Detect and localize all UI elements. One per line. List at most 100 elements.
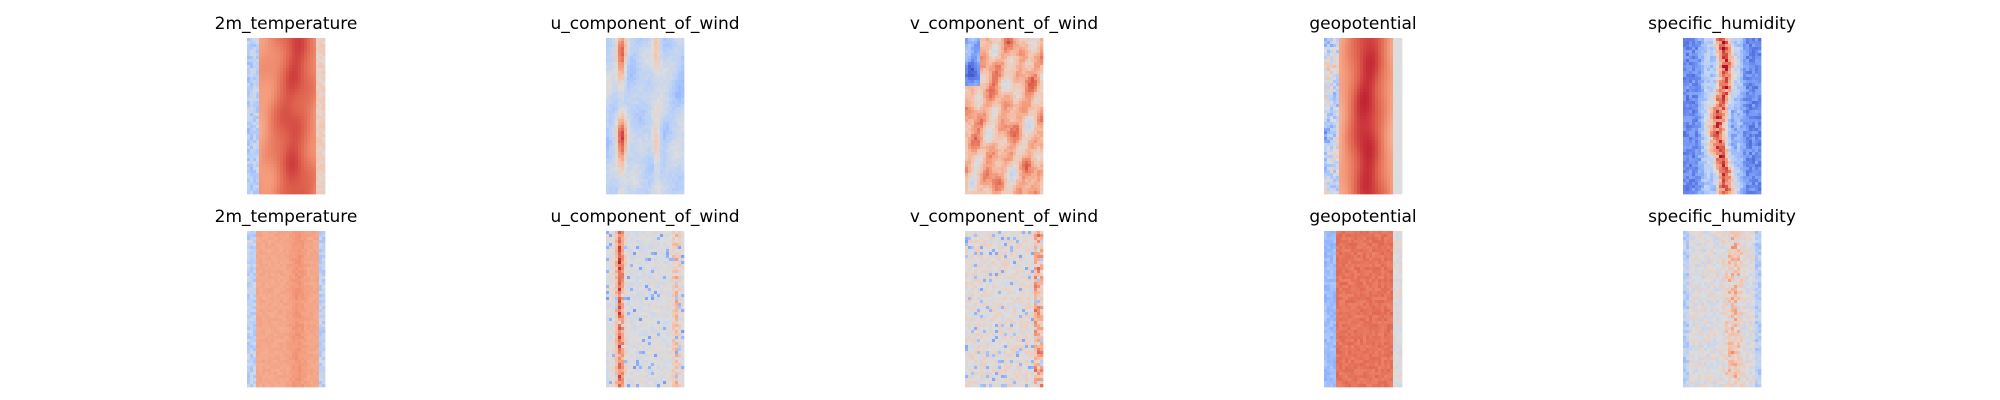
heatmap-cell xyxy=(660,119,664,123)
heatmap-cell xyxy=(280,137,284,141)
heatmap-cell xyxy=(977,50,981,54)
heatmap-cell xyxy=(995,122,999,126)
heatmap-cell xyxy=(974,131,978,135)
heatmap-cell xyxy=(271,86,275,90)
heatmap-cell xyxy=(606,125,610,129)
heatmap-cell xyxy=(247,110,251,114)
heatmap-cell xyxy=(681,89,685,93)
heatmap-cell xyxy=(678,137,682,141)
heatmap-cell xyxy=(1013,161,1017,165)
heatmap-cell xyxy=(271,116,275,120)
heatmap-cell xyxy=(1022,122,1026,126)
heatmap-cell xyxy=(1363,140,1367,144)
heatmap-cell xyxy=(1372,104,1376,108)
heatmap-cell xyxy=(265,125,269,129)
heatmap-cell xyxy=(666,185,670,189)
heatmap-cell xyxy=(247,140,251,144)
heatmap-cell xyxy=(618,122,622,126)
heatmap-cell xyxy=(654,191,658,195)
heatmap-cell xyxy=(262,185,266,189)
heatmap-cell xyxy=(1013,179,1017,183)
heatmap-cell xyxy=(1333,74,1337,78)
heatmap-cell xyxy=(1357,146,1361,150)
heatmap-cell xyxy=(986,140,990,144)
heatmap-cell xyxy=(286,98,290,102)
heatmap-cell xyxy=(1372,98,1376,102)
heatmap-cell xyxy=(992,95,996,99)
heatmap-cell xyxy=(298,116,302,120)
heatmap-cell xyxy=(268,164,272,168)
heatmap-cell xyxy=(998,185,1002,189)
heatmap-cell xyxy=(983,152,987,156)
heatmap-cell xyxy=(639,146,643,150)
heatmap-cell xyxy=(654,95,658,99)
heatmap-cell xyxy=(980,182,984,186)
heatmap-cell xyxy=(295,158,299,162)
heatmap-cell xyxy=(636,179,640,183)
heatmap-cell xyxy=(660,140,664,144)
heatmap-cell xyxy=(1013,167,1017,171)
heatmap-cell xyxy=(274,56,278,60)
heatmap-cell xyxy=(992,92,996,96)
heatmap-cell xyxy=(986,74,990,78)
heatmap-cell xyxy=(986,155,990,159)
heatmap-cell xyxy=(645,188,649,192)
heatmap-cell xyxy=(666,179,670,183)
heatmap-cell xyxy=(615,128,619,132)
heatmap-cell xyxy=(1034,71,1038,75)
heatmap-cell xyxy=(965,68,969,72)
heatmap-cell xyxy=(995,146,999,150)
heatmap-cell xyxy=(995,80,999,84)
heatmap-cell xyxy=(292,122,296,126)
heatmap-cell xyxy=(1351,146,1355,150)
heatmap-cell xyxy=(977,188,981,192)
heatmap-cell xyxy=(663,161,667,165)
heatmap-cell xyxy=(968,104,972,108)
heatmap-cell xyxy=(1001,89,1005,93)
heatmap-cell xyxy=(606,182,610,186)
heatmap-cell xyxy=(609,155,613,159)
heatmap-cell xyxy=(669,71,673,75)
heatmap-cell xyxy=(1031,176,1035,180)
heatmap-cell xyxy=(262,125,266,129)
heatmap-cell xyxy=(1007,149,1011,153)
heatmap-cell xyxy=(271,71,275,75)
heatmap-cell xyxy=(313,128,317,132)
heatmap-cell xyxy=(292,176,296,180)
heatmap-cell xyxy=(313,101,317,105)
heatmap-cell xyxy=(1363,179,1367,183)
heatmap-cell xyxy=(1019,62,1023,66)
heatmap-cell xyxy=(1357,83,1361,87)
heatmap-cell xyxy=(253,113,257,117)
heatmap-cell xyxy=(995,86,999,90)
heatmap-cell xyxy=(259,53,263,57)
heatmap-cell xyxy=(675,140,679,144)
heatmap-cell xyxy=(1363,125,1367,129)
heatmap-cell xyxy=(1360,110,1364,114)
heatmap-cell xyxy=(313,65,317,69)
heatmap-cell xyxy=(271,56,275,60)
heatmap-cell xyxy=(322,122,326,126)
heatmap-cell xyxy=(642,104,646,108)
heatmap-cell xyxy=(250,95,254,99)
heatmap-cell xyxy=(250,86,254,90)
heatmap-cell xyxy=(286,146,290,150)
heatmap-cell xyxy=(1327,164,1331,168)
heatmap-cell xyxy=(681,140,685,144)
heatmap-cell xyxy=(968,131,972,135)
heatmap-cell xyxy=(316,188,320,192)
heatmap-cell xyxy=(256,86,260,90)
heatmap-cell xyxy=(618,110,622,114)
heatmap-cell xyxy=(995,158,999,162)
heatmap-cell xyxy=(681,110,685,114)
heatmap-cell xyxy=(310,179,314,183)
heatmap-cell xyxy=(313,158,317,162)
heatmap-cell xyxy=(636,122,640,126)
heatmap-cell xyxy=(310,110,314,114)
heatmap-cell xyxy=(1324,92,1328,96)
heatmap-cell xyxy=(639,53,643,57)
heatmap-cell xyxy=(1360,125,1364,129)
heatmap-cell xyxy=(262,71,266,75)
heatmap-cell xyxy=(654,89,658,93)
heatmap-cell xyxy=(968,77,972,81)
